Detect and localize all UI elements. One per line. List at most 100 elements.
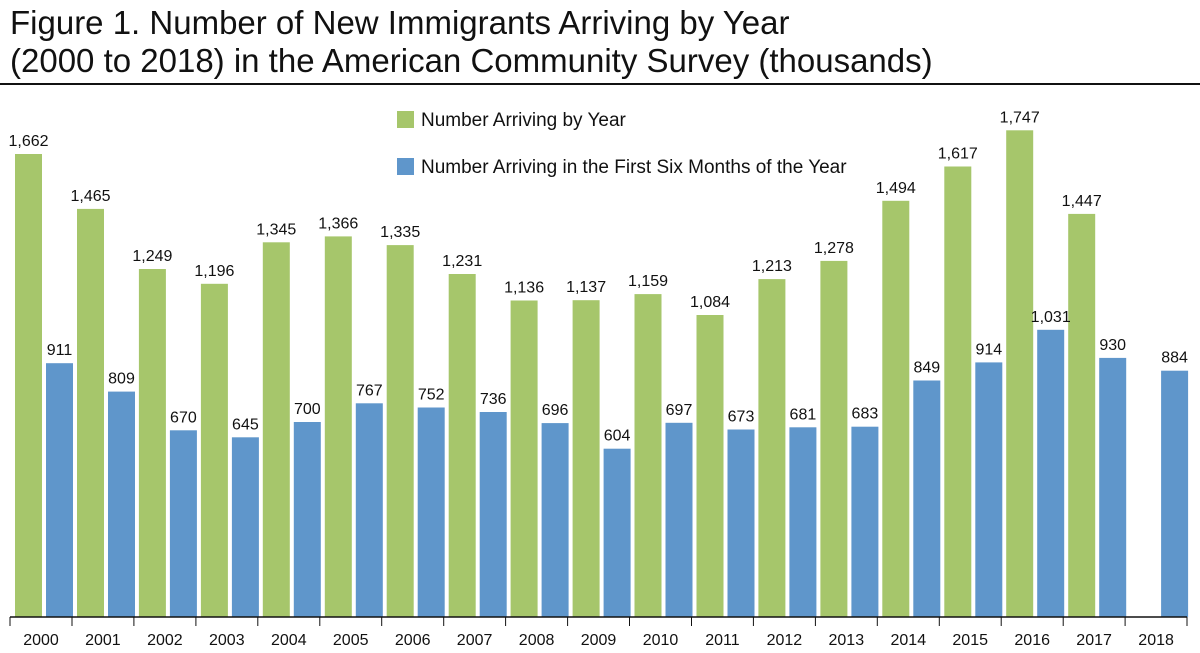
- label-first-six-months-2011: 673: [728, 409, 755, 426]
- x-tick-label-2005: 2005: [333, 632, 369, 649]
- x-tick-label-2018: 2018: [1138, 632, 1174, 649]
- bar-yearly-2009: [572, 300, 600, 617]
- bars-group: [15, 130, 1189, 618]
- label-first-six-months-2002: 670: [170, 409, 197, 426]
- x-tick-label-2003: 2003: [209, 632, 245, 649]
- label-yearly-2003: 1,196: [194, 263, 234, 280]
- label-yearly-2008: 1,136: [504, 280, 544, 297]
- bar-yearly-2001: [77, 208, 104, 617]
- bar-first-six-months-2006: [417, 407, 445, 617]
- bar-yearly-2005: [324, 236, 352, 617]
- bar-yearly-2000: [15, 154, 42, 617]
- label-first-six-months-2017: 930: [1099, 337, 1126, 354]
- bar-first-six-months-2009: [603, 448, 631, 617]
- bar-yearly-2016: [1006, 130, 1034, 618]
- x-tick-label-2001: 2001: [85, 632, 121, 649]
- label-first-six-months-2010: 697: [666, 402, 693, 419]
- title-divider: [0, 83, 1200, 85]
- bar-yearly-2015: [944, 166, 972, 617]
- label-yearly-2011: 1,084: [690, 294, 730, 311]
- x-tick-label-2016: 2016: [1014, 632, 1050, 649]
- label-first-six-months-2015: 914: [975, 341, 1002, 358]
- label-first-six-months-2000: 911: [47, 342, 73, 359]
- label-yearly-2006: 1,335: [380, 224, 420, 241]
- bar-yearly-2008: [510, 300, 538, 617]
- bar-yearly-2003: [200, 283, 228, 617]
- bar-yearly-2007: [448, 274, 476, 617]
- bar-first-six-months-2008: [541, 423, 569, 617]
- bar-first-six-months-2005: [355, 403, 383, 617]
- label-first-six-months-2007: 736: [480, 391, 507, 408]
- label-yearly-2005: 1,366: [318, 215, 358, 232]
- label-yearly-2002: 1,249: [132, 248, 172, 265]
- bar-first-six-months-2015: [975, 362, 1003, 617]
- bar-yearly-2011: [696, 315, 724, 617]
- bar-first-six-months-2018: [1161, 370, 1189, 617]
- label-yearly-2001: 1,465: [70, 188, 110, 205]
- bar-yearly-2006: [386, 245, 414, 617]
- label-yearly-2007: 1,231: [442, 253, 482, 270]
- value-labels-group: 1,662 911 1,465 809 1,249 670 1,196 645 1,345 700…: [8, 109, 1188, 444]
- x-tick-label-2014: 2014: [891, 632, 927, 649]
- bar-first-six-months-2002: [169, 430, 197, 617]
- bar-first-six-months-2013: [851, 426, 879, 617]
- bar-first-six-months-2004: [293, 422, 321, 617]
- bar-first-six-months-2016: [1037, 329, 1065, 617]
- bar-first-six-months-2012: [789, 427, 817, 617]
- bar-first-six-months-2000: [46, 363, 73, 617]
- chart-title: Figure 1. Number of New Immigrants Arriv…: [10, 4, 1190, 80]
- label-first-six-months-2001: 809: [108, 371, 135, 388]
- x-tick-label-2008: 2008: [519, 632, 555, 649]
- x-tick-label-2002: 2002: [147, 632, 183, 649]
- label-first-six-months-2018: 884: [1161, 350, 1188, 367]
- label-yearly-2010: 1,159: [628, 273, 668, 290]
- bar-yearly-2012: [758, 279, 786, 617]
- label-first-six-months-2013: 683: [852, 406, 879, 423]
- bar-first-six-months-2007: [479, 412, 507, 617]
- label-yearly-2017: 1,447: [1062, 193, 1102, 210]
- legend-swatch-first-six-months: [397, 158, 414, 175]
- x-tick-label-2000: 2000: [23, 632, 59, 649]
- label-first-six-months-2003: 645: [232, 416, 259, 433]
- label-yearly-2009: 1,137: [566, 279, 606, 296]
- bar-first-six-months-2001: [108, 391, 135, 617]
- legend-label-first-six-months: Number Arriving in the First Six Months …: [421, 157, 847, 178]
- bar-yearly-2002: [138, 269, 166, 617]
- legend: Number Arriving by Year Number Arriving i…: [397, 110, 847, 178]
- x-tick-label-2015: 2015: [952, 632, 988, 649]
- label-yearly-2004: 1,345: [256, 221, 296, 238]
- legend-swatch-yearly: [397, 111, 414, 128]
- label-first-six-months-2016: 1,031: [1031, 309, 1071, 326]
- label-first-six-months-2004: 700: [294, 401, 321, 418]
- label-yearly-2013: 1,278: [814, 240, 854, 257]
- x-tick-label-2017: 2017: [1076, 632, 1112, 649]
- x-tick-label-2009: 2009: [581, 632, 617, 649]
- x-tick-label-2013: 2013: [829, 632, 865, 649]
- label-yearly-2016: 1,747: [1000, 109, 1040, 126]
- bar-yearly-2013: [820, 260, 848, 617]
- bar-first-six-months-2011: [727, 429, 755, 617]
- label-yearly-2000: 1,662: [8, 133, 48, 150]
- label-first-six-months-2014: 849: [913, 360, 940, 377]
- x-axis: 2000 2001 2002 2003 2004 2005 2006 2007 2008 2009…: [9, 616, 1188, 649]
- x-tick-label-2010: 2010: [643, 632, 679, 649]
- legend-label-yearly: Number Arriving by Year: [421, 110, 627, 131]
- x-tick-label-2012: 2012: [767, 632, 803, 649]
- label-first-six-months-2006: 752: [418, 387, 445, 404]
- label-first-six-months-2012: 681: [790, 406, 817, 423]
- bar-yearly-2014: [882, 200, 910, 618]
- label-yearly-2012: 1,213: [752, 258, 792, 275]
- bar-yearly-2017: [1068, 213, 1096, 617]
- x-tick-label-2004: 2004: [271, 632, 307, 649]
- bar-first-six-months-2003: [231, 437, 259, 617]
- bar-first-six-months-2010: [665, 422, 693, 617]
- bar-first-six-months-2014: [913, 380, 941, 617]
- label-first-six-months-2009: 604: [604, 428, 631, 445]
- chart-title-line-2: (2000 to 2018) in the American Community…: [10, 42, 933, 79]
- label-first-six-months-2005: 767: [356, 382, 383, 399]
- x-tick-label-2006: 2006: [395, 632, 431, 649]
- label-yearly-2014: 1,494: [876, 180, 916, 197]
- bar-yearly-2010: [634, 294, 662, 617]
- x-tick-label-2007: 2007: [457, 632, 493, 649]
